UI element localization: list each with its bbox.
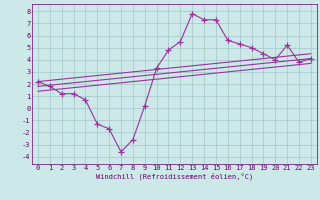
X-axis label: Windchill (Refroidissement éolien,°C): Windchill (Refroidissement éolien,°C) [96,173,253,180]
